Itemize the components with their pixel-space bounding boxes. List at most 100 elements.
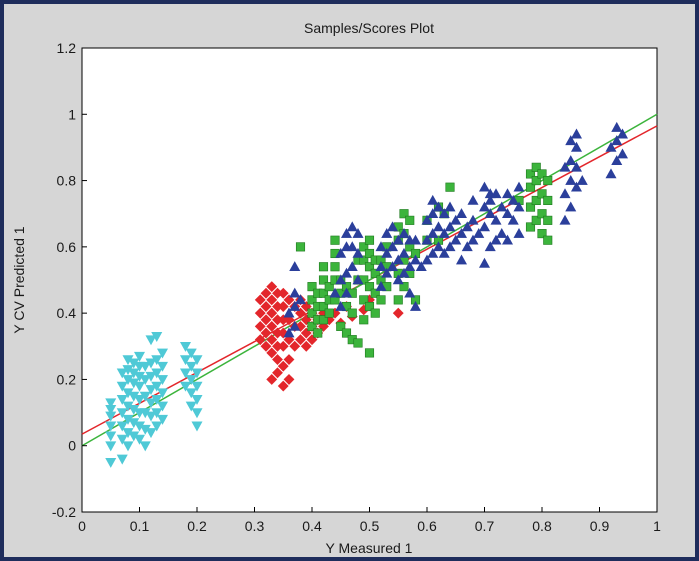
data-point bbox=[438, 247, 450, 258]
data-point bbox=[507, 194, 519, 205]
data-point bbox=[266, 307, 278, 319]
data-point bbox=[467, 234, 479, 245]
data-point bbox=[266, 294, 278, 306]
data-point bbox=[531, 176, 541, 186]
data-point bbox=[156, 375, 169, 386]
data-point bbox=[565, 201, 577, 212]
data-point bbox=[116, 381, 128, 392]
data-point bbox=[185, 375, 197, 386]
data-point bbox=[364, 301, 375, 312]
data-point bbox=[277, 340, 289, 352]
data-point bbox=[116, 368, 128, 379]
data-point bbox=[116, 454, 128, 465]
data-point bbox=[501, 234, 514, 245]
data-point bbox=[375, 281, 387, 291]
data-point bbox=[398, 267, 410, 278]
data-point bbox=[266, 320, 278, 332]
x-axis-title: Y Measured 1 bbox=[326, 540, 413, 556]
data-point bbox=[543, 195, 553, 206]
data-point bbox=[386, 241, 399, 252]
data-point bbox=[559, 214, 571, 225]
data-point bbox=[467, 214, 479, 225]
data-point bbox=[151, 368, 163, 379]
data-point bbox=[525, 169, 536, 179]
data-point bbox=[450, 214, 462, 225]
data-point bbox=[364, 248, 375, 259]
data-point bbox=[139, 441, 151, 452]
data-point bbox=[260, 340, 272, 352]
data-point bbox=[570, 181, 583, 192]
data-point bbox=[421, 234, 433, 245]
data-point bbox=[565, 135, 577, 146]
data-point bbox=[145, 358, 157, 369]
data-point bbox=[381, 227, 393, 238]
data-point bbox=[295, 242, 306, 252]
x-tick-label: 0.9 bbox=[590, 518, 610, 534]
data-point bbox=[398, 247, 410, 258]
x-tick-label: 0.7 bbox=[475, 518, 495, 534]
data-point bbox=[145, 428, 157, 439]
data-point bbox=[393, 295, 403, 305]
data-point bbox=[335, 247, 347, 258]
scatter-plot: Samples/Scores Plot 0 0.1 0.2 0.3 0.4 0.5 0.6 0… bbox=[11, 20, 661, 556]
data-point bbox=[151, 408, 163, 419]
data-point bbox=[191, 408, 203, 419]
x-tick-label: 0.4 bbox=[302, 518, 322, 534]
data-point bbox=[570, 161, 583, 172]
data-point bbox=[254, 320, 266, 332]
data-point bbox=[450, 234, 462, 245]
x-tick-label: 1 bbox=[653, 518, 661, 534]
data-point bbox=[151, 381, 163, 392]
data-point bbox=[513, 181, 525, 192]
data-point bbox=[145, 398, 157, 409]
chart-title: Samples/Scores Plot bbox=[304, 20, 434, 36]
data-point bbox=[537, 229, 547, 239]
data-point bbox=[340, 287, 353, 298]
data-point bbox=[156, 401, 169, 412]
data-point bbox=[478, 201, 491, 212]
data-point bbox=[364, 348, 375, 358]
data-point bbox=[375, 261, 387, 272]
data-point bbox=[381, 247, 393, 258]
data-point bbox=[151, 395, 163, 405]
data-point bbox=[444, 201, 456, 212]
data-point bbox=[133, 381, 146, 392]
data-point bbox=[531, 195, 541, 206]
y-tick-label: 1.2 bbox=[57, 40, 77, 56]
data-point bbox=[260, 327, 272, 339]
data-point bbox=[330, 235, 340, 245]
data-point bbox=[313, 328, 323, 338]
data-point bbox=[565, 174, 577, 185]
data-point bbox=[254, 307, 266, 319]
data-point bbox=[490, 188, 502, 199]
data-point bbox=[283, 307, 295, 318]
data-point bbox=[496, 227, 508, 238]
data-point bbox=[409, 254, 422, 265]
data-point bbox=[409, 300, 422, 311]
data-point bbox=[616, 148, 629, 159]
data-point bbox=[467, 194, 479, 205]
data-point bbox=[330, 262, 340, 272]
data-point bbox=[266, 334, 278, 346]
y-tick-label: 0 bbox=[68, 438, 76, 454]
data-point bbox=[254, 294, 266, 306]
data-point bbox=[513, 227, 525, 238]
data-point bbox=[392, 254, 404, 265]
data-point bbox=[513, 201, 525, 212]
data-point bbox=[399, 209, 409, 219]
data-point bbox=[427, 227, 439, 238]
data-point bbox=[399, 282, 409, 292]
data-point bbox=[352, 227, 364, 238]
data-point bbox=[191, 368, 203, 379]
data-point bbox=[185, 348, 197, 359]
data-point bbox=[260, 287, 272, 299]
data-point bbox=[392, 307, 404, 319]
data-point bbox=[266, 281, 278, 293]
data-point bbox=[409, 234, 422, 245]
data-point bbox=[340, 267, 353, 278]
data-point bbox=[145, 385, 157, 395]
data-point bbox=[461, 221, 473, 232]
data-point bbox=[318, 275, 329, 285]
data-point bbox=[156, 414, 169, 425]
data-point bbox=[570, 128, 583, 139]
